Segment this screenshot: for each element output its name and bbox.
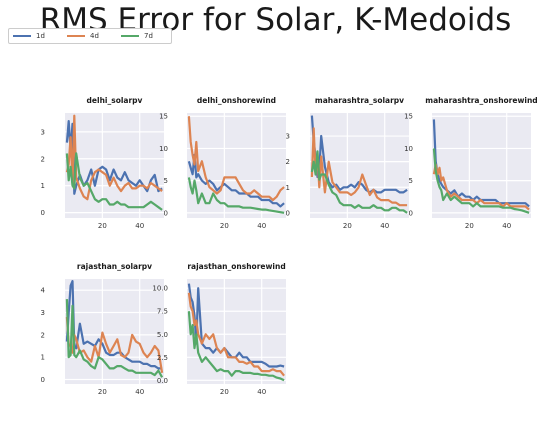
chart-rajasthan_onshorewind: rajasthan_onshorewind 20 40 0.0 2.5 5.0 7.5 10.…: [152, 262, 286, 396]
y-tick-label: 2.5: [157, 354, 168, 362]
legend-item-7d: 7d: [121, 29, 153, 43]
y-tick-label: 15: [404, 113, 413, 121]
y-tick-label: 0.0: [157, 377, 168, 385]
chart-title: rajasthan_onshorewind: [187, 262, 285, 271]
y-tick-label: 15: [159, 113, 168, 121]
chart-title: maharashtra_onshorewind: [425, 96, 537, 105]
x-tick-label: 40: [257, 388, 266, 396]
series-line-7d: [65, 299, 164, 378]
chart-maharashtra_onshorewind: maharashtra_onshorewind 20 40 0 5 10 15: [404, 96, 538, 230]
x-tick-label: 40: [135, 222, 144, 230]
chart-rajasthan_solarpv: rajasthan_solarpv 20 40 0 1 2 3 4: [41, 262, 164, 396]
legend-label-7d: 7d: [144, 32, 153, 40]
y-tick-label: 3: [41, 128, 45, 136]
series-line-1d: [65, 280, 163, 370]
y-tick-label: 1: [286, 184, 290, 192]
y-tick-label: 2: [41, 331, 45, 339]
legend-line-7d: [121, 34, 139, 38]
chart-title: delhi_onshorewind: [197, 96, 276, 105]
plot-area: [65, 113, 164, 218]
x-tick-label: 20: [343, 222, 352, 230]
x-tick-label: 20: [98, 388, 107, 396]
y-tick-label: 0: [41, 376, 45, 384]
series-line-4d: [310, 127, 408, 207]
x-tick-label: 20: [220, 222, 229, 230]
series-line-4d: [187, 116, 285, 202]
y-tick-label: 5: [164, 177, 168, 185]
series-line-1d: [432, 119, 530, 208]
legend: 1d 4d 7d: [8, 28, 172, 44]
x-tick-label: 20: [98, 222, 107, 230]
y-tick-label: 10: [159, 145, 168, 153]
series-line-7d: [187, 177, 285, 214]
y-tick-label: 5.0: [157, 331, 168, 339]
x-tick-label: 40: [380, 222, 389, 230]
chart-delhi_onshorewind: delhi_onshorewind 20 40 0 5 10 15: [159, 96, 286, 230]
y-tick-label: 10: [404, 145, 413, 153]
y-tick-label: 0: [409, 209, 413, 217]
legend-item-1d: 1d: [13, 29, 45, 43]
y-tick-label: 3: [41, 309, 45, 317]
series-line-4d: [187, 292, 285, 377]
chart-maharashtra_solarpv: maharashtra_solarpv 20 40 0 1 2 3: [286, 96, 409, 230]
series-line-7d: [187, 311, 285, 382]
y-tick-label: 1: [41, 354, 45, 362]
y-tick-label: 0: [164, 209, 168, 217]
chart-title: rajasthan_solarpv: [77, 262, 152, 271]
y-tick-label: 10.0: [152, 285, 168, 293]
y-tick-label: 5: [409, 177, 413, 185]
y-tick-label: 0: [41, 209, 45, 217]
plot-area: [310, 113, 409, 218]
series-line-7d: [310, 150, 408, 214]
legend-item-4d: 4d: [67, 29, 99, 43]
chart-title: maharashtra_solarpv: [315, 96, 404, 105]
legend-label-4d: 4d: [90, 32, 99, 40]
y-tick-label: 2: [286, 158, 290, 166]
y-tick-label: 4: [41, 287, 46, 295]
x-tick-label: 20: [220, 388, 229, 396]
series-line-7d: [432, 148, 530, 214]
chart-delhi_solarpv: delhi_solarpv 20 40 0 1 2 3: [41, 96, 164, 230]
legend-label-1d: 1d: [36, 32, 45, 40]
series-line-1d: [187, 153, 285, 208]
series-line-7d: [65, 152, 163, 211]
x-tick-label: 40: [502, 222, 511, 230]
chart-title: delhi_solarpv: [87, 96, 143, 105]
x-tick-label: 40: [257, 222, 266, 230]
series-line-4d: [65, 316, 164, 373]
x-tick-label: 40: [135, 388, 144, 396]
y-tick-label: 0: [286, 209, 290, 217]
legend-line-4d: [67, 34, 85, 38]
y-tick-label: 3: [286, 133, 290, 141]
y-tick-label: 2: [41, 155, 45, 163]
x-tick-label: 20: [465, 222, 474, 230]
y-tick-label: 7.5: [157, 308, 168, 316]
series-line-1d: [310, 115, 408, 194]
legend-line-1d: [13, 34, 31, 38]
y-tick-label: 1: [41, 182, 45, 190]
